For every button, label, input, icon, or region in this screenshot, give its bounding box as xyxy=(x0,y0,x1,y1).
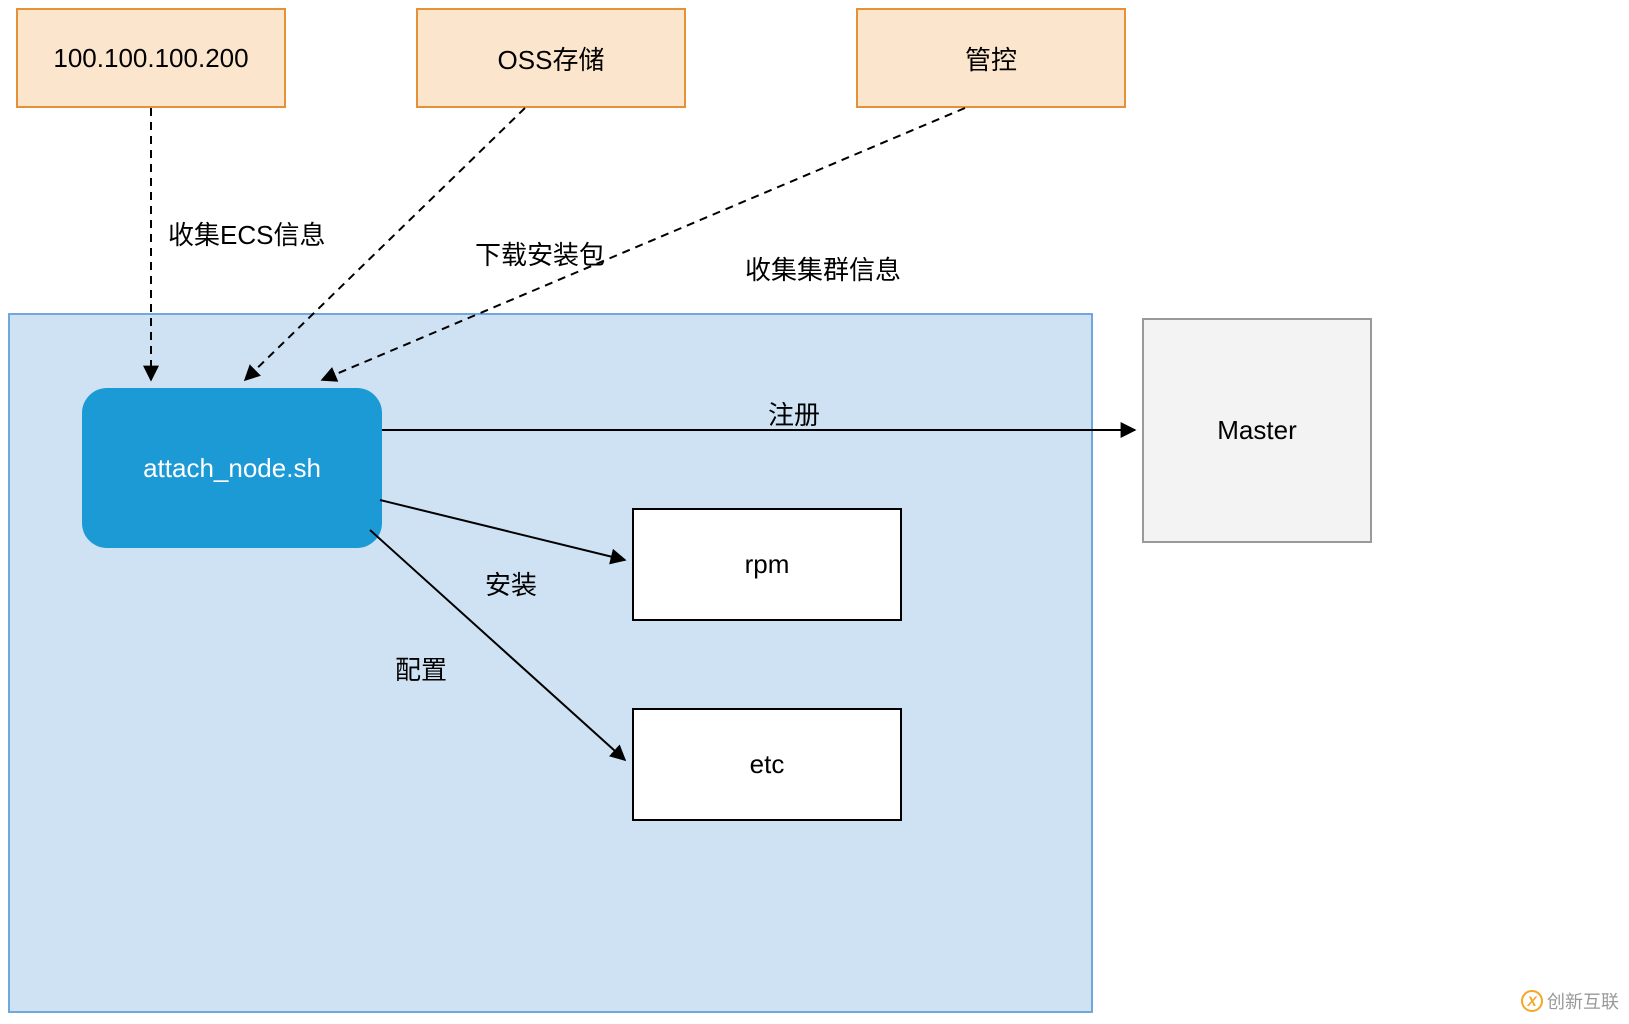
edge-label-cluster: 收集集群信息 xyxy=(745,250,901,287)
rpm-box-label: rpm xyxy=(745,549,790,580)
edge-label-ecs: 收集ECS信息 xyxy=(168,215,325,252)
ip-box-label: 100.100.100.200 xyxy=(53,43,248,74)
watermark-text: 创新互联 xyxy=(1547,988,1619,1014)
master-box: Master xyxy=(1142,318,1372,543)
edge-label-download: 下载安装包 xyxy=(475,235,605,272)
attach-node-box: attach_node.sh xyxy=(82,388,382,548)
watermark: X 创新互联 xyxy=(1521,988,1619,1014)
ip-box: 100.100.100.200 xyxy=(16,8,286,108)
attach-node-label: attach_node.sh xyxy=(143,453,321,484)
etc-box: etc xyxy=(632,708,902,821)
oss-box: OSS存储 xyxy=(416,8,686,108)
master-box-label: Master xyxy=(1217,415,1296,446)
control-box-label: 管控 xyxy=(965,40,1017,77)
rpm-box: rpm xyxy=(632,508,902,621)
etc-box-label: etc xyxy=(750,749,785,780)
oss-box-label: OSS存储 xyxy=(498,40,605,77)
edge-label-config: 配置 xyxy=(395,650,447,687)
control-box: 管控 xyxy=(856,8,1126,108)
edge-label-install: 安装 xyxy=(485,565,537,602)
edge-label-register: 注册 xyxy=(768,395,820,432)
watermark-icon: X xyxy=(1521,990,1543,1012)
